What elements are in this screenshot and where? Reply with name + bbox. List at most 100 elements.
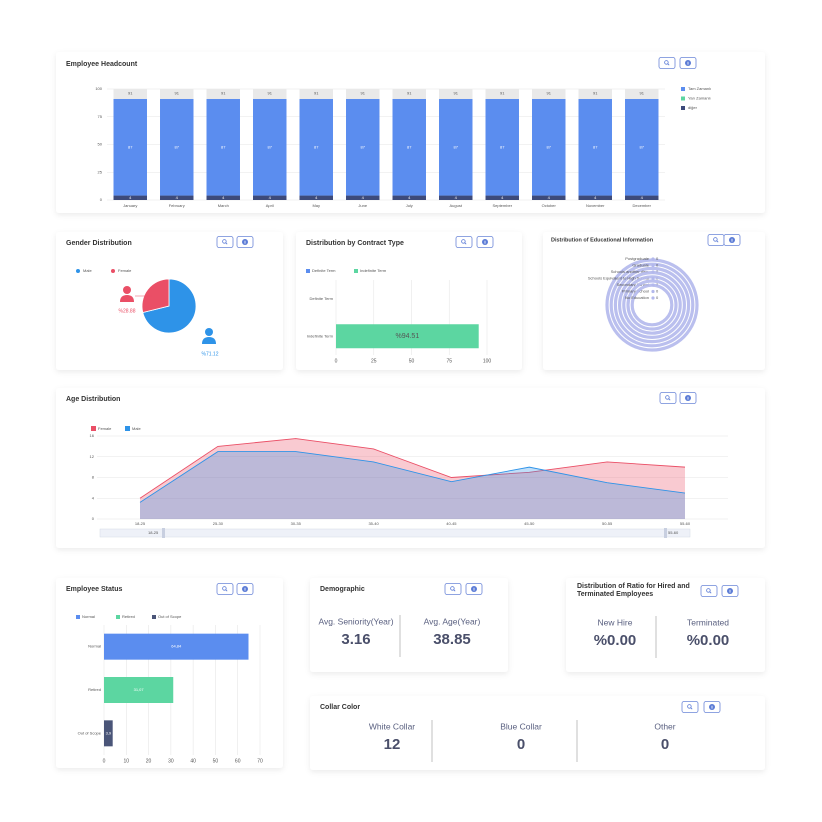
bar-segment	[160, 195, 194, 200]
category-label: Secondary School	[617, 282, 650, 287]
y-tick-label: 25	[98, 169, 103, 174]
legend-label: Indefinite Term	[360, 268, 387, 273]
bar-value-label: 4	[548, 195, 551, 200]
panel-title: Collar Color	[320, 704, 360, 711]
search-button[interactable]	[455, 236, 473, 248]
stat-label: Avg. Age(Year)	[424, 616, 481, 626]
panel-title: Demographic	[320, 586, 365, 593]
x-tick-label: 70	[257, 758, 263, 764]
range-slider[interactable]	[99, 528, 691, 538]
search-icon	[713, 237, 718, 242]
y-tick-label: 100	[95, 86, 102, 91]
search-icon	[664, 60, 669, 65]
pie-value-label: %28.88	[119, 308, 136, 314]
bar-value-label: 4	[455, 195, 458, 200]
area	[140, 438, 685, 519]
search-icon	[687, 704, 692, 709]
area	[140, 451, 685, 519]
x-tick-label: 0	[103, 758, 106, 764]
bar	[104, 677, 174, 703]
person-icon	[205, 328, 213, 336]
x-tick-label: April	[266, 203, 274, 208]
x-tick-label: August	[450, 203, 463, 208]
bar-total-label: 91	[175, 91, 180, 96]
search-button[interactable]	[659, 392, 677, 404]
bar-segment	[113, 98, 147, 196]
stat-label: New Hire	[598, 617, 633, 627]
x-tick-label: 50	[213, 758, 219, 764]
legend-label: Yarı Zamanlı	[688, 96, 711, 101]
panel-title: Age Distribution	[66, 396, 120, 403]
x-tick-label: October	[542, 203, 557, 208]
stat-value: 0	[517, 736, 525, 753]
search-icon	[450, 586, 455, 591]
bar-value-label: 4	[222, 195, 225, 200]
legend-marker	[681, 87, 685, 91]
stat-value: %0.00	[594, 632, 637, 649]
legend-label: Normal	[82, 614, 95, 619]
x-tick-label: 25	[371, 358, 377, 364]
radial-track	[622, 275, 682, 335]
legend-marker	[76, 615, 80, 619]
y-tick-label: 12	[90, 454, 95, 459]
bar-total-label: 91	[221, 91, 226, 96]
stat-label: Avg. Seniority(Year)	[318, 616, 393, 626]
legend-marker	[651, 263, 655, 268]
search-button[interactable]	[658, 57, 676, 69]
y-tick-label: 8	[92, 475, 95, 480]
bar-segment	[485, 195, 519, 200]
bar-segment	[485, 98, 519, 196]
y-tick-label: 75	[98, 114, 103, 119]
legend-marker	[116, 615, 120, 619]
bar-value-label: 4	[362, 195, 365, 200]
x-tick-label: 10	[124, 758, 130, 764]
y-tick-label: Indefinite Term	[307, 333, 334, 338]
bar-value-label: 87	[454, 144, 459, 149]
bar	[104, 633, 249, 660]
bar-segment	[160, 98, 194, 196]
bar-value-label: 87	[175, 144, 180, 149]
bar-value-label: 87	[221, 144, 226, 149]
bar-total-label: 91	[314, 91, 319, 96]
bar-total-label: 91	[268, 91, 273, 96]
search-button[interactable]	[681, 701, 699, 713]
x-tick-label: 18-25	[135, 521, 146, 526]
panel	[56, 388, 765, 548]
search-icon	[706, 588, 711, 593]
legend-label: Definite Term	[312, 268, 336, 273]
legend-label: Out of Scope	[158, 614, 182, 619]
search-button[interactable]	[444, 583, 462, 595]
x-tick-label: July	[406, 203, 413, 208]
x-tick-label: 60	[235, 758, 241, 764]
legend-marker	[354, 269, 358, 273]
search-button[interactable]	[700, 585, 718, 597]
search-button[interactable]	[707, 234, 725, 246]
slider-handle[interactable]	[664, 528, 667, 538]
panel-title: Distribution by Contract Type	[306, 240, 404, 247]
bar-segment	[253, 195, 287, 200]
bar-segment	[578, 98, 612, 196]
bar-segment	[206, 98, 240, 196]
search-button[interactable]	[216, 236, 234, 248]
bar-segment	[625, 195, 659, 200]
bar-value-label: 4	[501, 195, 504, 200]
bar	[336, 324, 479, 349]
legend-label: Male	[132, 426, 141, 431]
person-icon	[123, 286, 131, 294]
category-label: Schools Equivalent to High School	[588, 276, 649, 281]
radial-track	[630, 283, 674, 327]
x-tick-label: 100	[483, 358, 492, 364]
y-tick-label: Retired	[88, 687, 101, 692]
category-label: Postgraduate	[625, 256, 650, 261]
panel-title: Gender Distribution	[66, 240, 132, 247]
search-icon	[716, 240, 719, 243]
pie-value-label: %71.12	[202, 351, 219, 357]
x-tick-label: 20	[146, 758, 152, 764]
bar-total-label: 91	[640, 91, 645, 96]
bar-segment	[299, 195, 333, 200]
y-tick-label: Out of Scope	[78, 730, 102, 735]
slider-handle[interactable]	[162, 528, 165, 538]
panel-title: Employee Headcount	[66, 61, 138, 68]
search-icon	[667, 63, 670, 66]
search-button[interactable]	[216, 583, 234, 595]
